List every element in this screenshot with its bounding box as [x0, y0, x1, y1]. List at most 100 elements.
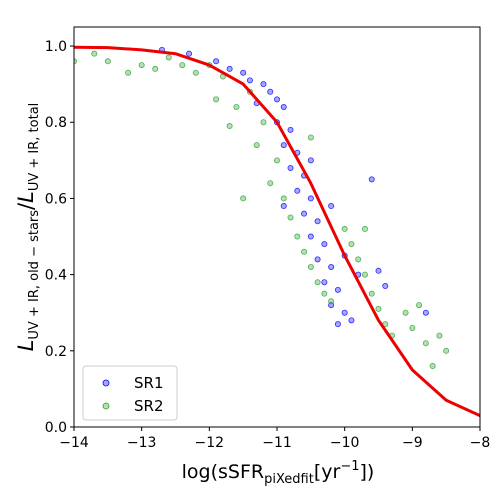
scatter-point-sr2 [314, 279, 321, 286]
x-axis-label-sup: −1 [340, 459, 359, 474]
legend-marker-sr2 [102, 402, 110, 410]
scatter-point-sr1 [213, 58, 220, 65]
scatter-point-sr2 [375, 305, 382, 312]
scatter-point-sr1 [280, 203, 287, 210]
scatter-point-sr1 [321, 241, 328, 248]
scatter-point-sr1 [328, 263, 335, 270]
scatter-point-sr1 [314, 256, 321, 263]
fit-line-layer [74, 45, 480, 417]
scatter-point-sr2 [287, 214, 294, 221]
scatter-point-sr2 [341, 225, 348, 232]
scatter-point-sr2 [152, 65, 159, 72]
scatter-point-sr2 [361, 225, 368, 232]
y-tick-label: 0.0 [45, 420, 67, 436]
scatter-point-sr1 [301, 210, 308, 217]
scatter-point-sr2 [348, 241, 355, 248]
scatter-point-sr2 [409, 324, 416, 331]
y-tick-label: 0.2 [45, 344, 67, 360]
scatter-point-sr2 [328, 298, 335, 305]
legend-box [82, 365, 178, 421]
scatter-point-sr1 [260, 81, 267, 88]
y-axis-label-sub-num: UV + IR, old − stars [27, 210, 42, 340]
legend: SR1 SR2 [82, 365, 178, 421]
scatter-point-sr2 [226, 123, 233, 130]
scatter-point-sr2 [436, 332, 443, 339]
scatter-point-sr1 [226, 65, 233, 72]
scatter-point-sr1 [307, 233, 314, 240]
legend-label-sr1: SR1 [134, 374, 164, 392]
scatter-point-sr1 [267, 88, 274, 95]
scatter-point-sr2 [267, 180, 274, 187]
scatter-point-sr1 [240, 69, 247, 76]
scatter-point-sr2 [429, 363, 436, 370]
scatter-point-sr2 [253, 142, 260, 149]
scatter-point-sr1 [186, 50, 193, 57]
y-axis-label-slash: / [14, 202, 38, 210]
scatter-layer [74, 46, 450, 370]
scatter-point-sr2 [307, 263, 314, 270]
scatter-point-sr1 [341, 309, 348, 316]
y-axis-label-main: L [14, 340, 38, 352]
scatter-point-sr2 [138, 62, 145, 69]
scatter-point-sr2 [213, 96, 220, 103]
scatter-point-sr1 [368, 176, 375, 183]
scatter-point-sr2 [416, 302, 423, 309]
y-axis-label-sub-den: UV + IR, total [27, 103, 42, 191]
scatter-point-sr1 [382, 283, 389, 290]
scatter-point-sr1 [287, 126, 294, 133]
scatter-point-sr2 [422, 340, 429, 347]
y-tick-label: 0.4 [45, 268, 67, 284]
scatter-point-sr1 [307, 195, 314, 202]
x-axis-label-mid: [yr [314, 461, 341, 483]
scatter-point-sr1 [294, 187, 301, 194]
x-axis-label: log(sSFRpiXedfit[yr−1]) [182, 459, 375, 487]
scatter-point-sr1 [328, 203, 335, 210]
legend-label-sr2: SR2 [134, 397, 164, 415]
y-tick-label: 1.0 [45, 39, 67, 55]
y-axis-label-main-den: L [14, 191, 38, 203]
y-axis-label: LUV + IR, old − stars/LUV + IR, total [14, 103, 42, 352]
scatter-point-sr2 [179, 62, 186, 69]
x-tick-label: −14 [59, 435, 89, 451]
scatter-point-sr2 [192, 69, 199, 76]
x-tick-label: −12 [195, 435, 225, 451]
x-tick-label: −10 [330, 435, 360, 451]
scatter-point-sr2 [233, 104, 240, 111]
scatter-point-sr1 [348, 317, 355, 324]
scatter-point-sr2 [240, 195, 247, 202]
fit-curve [74, 45, 480, 417]
scatter-point-sr2 [104, 58, 111, 65]
scatter-point-sr1 [280, 142, 287, 149]
y-tick-label: 0.8 [45, 115, 67, 131]
scatter-point-sr1 [375, 267, 382, 274]
plot-area [74, 27, 480, 427]
scatter-point-sr2 [402, 309, 409, 316]
scatter-point-sr2 [165, 54, 172, 61]
scatter-point-sr2 [368, 290, 375, 297]
x-tick-label: −9 [402, 435, 423, 451]
scatter-point-sr2 [273, 157, 280, 164]
scatter-point-sr1 [287, 164, 294, 171]
x-axis-label-sub: piXedfit [264, 472, 314, 487]
scatter-point-sr1 [334, 321, 341, 328]
scatter-point-sr1 [307, 157, 314, 164]
scatter-point-sr2 [443, 347, 450, 354]
scatter-point-sr2 [307, 134, 314, 141]
scatter-point-sr2 [355, 256, 362, 263]
x-tick-label: −8 [470, 435, 491, 451]
scatter-point-sr2 [321, 290, 328, 297]
legend-marker-sr1 [102, 379, 110, 387]
scatter-point-sr2 [125, 69, 132, 76]
y-axis-ticks: 0.0 0.2 0.4 0.6 0.8 1.0 [45, 39, 74, 436]
x-tick-label: −11 [262, 435, 292, 451]
scatter-point-sr1 [246, 77, 253, 84]
scatter-point-sr1 [273, 96, 280, 103]
scatter-point-sr2 [361, 271, 368, 278]
scatter-point-sr2 [91, 50, 98, 57]
scatter-point-sr1 [280, 104, 287, 111]
y-tick-label: 0.6 [45, 191, 67, 207]
scatter-point-sr1 [321, 279, 328, 286]
x-tick-label: −13 [127, 435, 157, 451]
scatter-point-sr2 [280, 195, 287, 202]
